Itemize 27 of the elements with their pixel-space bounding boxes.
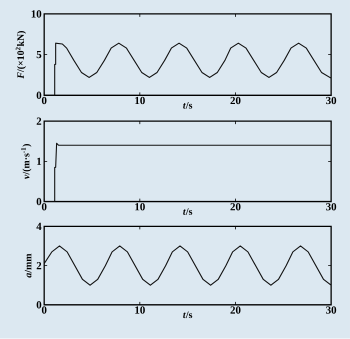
y-axis-title: a/mm (24, 254, 32, 278)
x-tick-label: 10 (135, 306, 145, 314)
x-tick-label: 20 (230, 97, 241, 104)
y-tick-label: 4 (36, 223, 42, 230)
x-tick-label: 20 (230, 203, 241, 211)
y-tick-label: 0 (36, 92, 42, 100)
x-tick-label: 0 (42, 203, 46, 211)
x-tick-label: 30 (326, 306, 336, 314)
x-tick-label: 10 (135, 97, 145, 104)
x-tick-label: 10 (135, 203, 145, 211)
x-tick-label: 30 (326, 97, 336, 104)
y-tick-label: 0 (36, 198, 42, 206)
y-axis-title: F/(×10$^{2}$kN) (16, 31, 26, 79)
y-tick-label: 10 (32, 10, 42, 18)
x-axis-title: t/s (183, 208, 192, 216)
y-tick-label: 2 (36, 118, 42, 125)
y-tick-label: 0 (36, 301, 42, 309)
x-tick-label: 0 (42, 97, 46, 104)
y-tick-label: 5 (36, 51, 42, 58)
x-tick-label: 30 (326, 203, 336, 211)
x-tick-label: 0 (42, 306, 46, 314)
x-axis-title: t/s (183, 102, 192, 109)
x-axis-title: t/s (183, 312, 192, 318)
y-tick-label: 2 (36, 262, 42, 270)
x-tick-label: 20 (230, 306, 241, 314)
line-series (44, 142, 332, 202)
y-tick-label: 1 (37, 158, 42, 166)
